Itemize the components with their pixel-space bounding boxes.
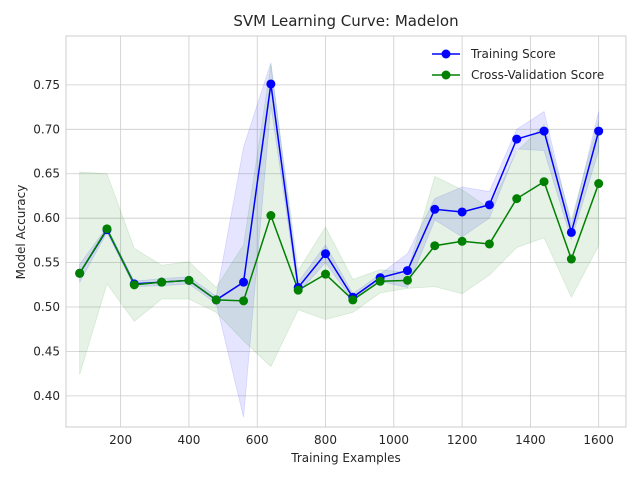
- y-tick-label: 0.50: [33, 300, 60, 314]
- cross-validation-score-line: [79, 180, 600, 302]
- series-lines: [79, 83, 600, 302]
- cross-validation-score-point: [157, 277, 167, 287]
- x-tick-label: 200: [109, 433, 132, 447]
- cross-validation-score-point: [457, 236, 467, 246]
- tick-labels: 200 400 600 800 1000 1200 1400 1600 0.40 0.45 0.50…: [33, 78, 614, 447]
- x-tick-label: 1400: [515, 433, 546, 447]
- training-confidence-band: [79, 62, 600, 418]
- cross-validation-score-point: [430, 241, 440, 251]
- cross-validation-score-point: [484, 239, 494, 249]
- training-score-point: [402, 266, 412, 276]
- training-score-point: [266, 79, 276, 89]
- cross-validation-score-point: [375, 276, 385, 286]
- legend-label-cross-validation: Cross-Validation Score: [471, 68, 604, 82]
- plot-area-border: [65, 35, 627, 428]
- y-tick-label: 0.40: [33, 389, 60, 403]
- x-axis-label: Training Examples: [290, 451, 400, 465]
- x-tick-label: 600: [246, 433, 269, 447]
- cross-validation-score-point: [102, 224, 112, 234]
- y-tick-label: 0.70: [33, 122, 60, 136]
- series-points: [75, 79, 604, 306]
- y-tick-label: 0.65: [33, 167, 60, 181]
- legend-label-training: Training Score: [470, 47, 556, 61]
- cross-validation-score-point: [184, 275, 194, 285]
- cross-validation-score-point: [402, 275, 412, 285]
- cross-validation-confidence-band: [79, 64, 600, 375]
- training-score-point: [566, 227, 576, 237]
- cross-validation-score-point: [539, 177, 549, 187]
- x-tick-label: 800: [314, 433, 337, 447]
- cross-validation-score-point: [211, 295, 221, 305]
- cross-validation-score-point: [321, 269, 331, 279]
- y-axis-label: Model Accuracy: [14, 185, 28, 280]
- x-tick-label: 400: [177, 433, 200, 447]
- legend-marker-training: [441, 49, 451, 59]
- legend-marker-cross-validation: [441, 70, 451, 80]
- training-score-point: [239, 277, 249, 287]
- x-tick-label: 1000: [379, 433, 410, 447]
- y-tick-label: 0.55: [33, 256, 60, 270]
- cross-validation-score-point: [239, 296, 249, 306]
- training-score-point: [484, 200, 494, 210]
- grid: [66, 36, 626, 427]
- cross-validation-score-point: [75, 268, 85, 278]
- cross-validation-score-point: [129, 280, 139, 290]
- training-score-point: [594, 126, 604, 136]
- confidence-bands: [79, 62, 600, 418]
- chart-title: SVM Learning Curve: Madelon: [233, 12, 458, 30]
- y-tick-label: 0.75: [33, 78, 60, 92]
- cross-validation-score-point: [512, 194, 522, 204]
- y-tick-label: 0.60: [33, 211, 60, 225]
- cross-validation-score-point: [566, 254, 576, 264]
- training-score-point: [539, 126, 549, 136]
- y-tick-label: 0.45: [33, 344, 60, 358]
- cross-validation-score-point: [594, 179, 604, 189]
- training-score-point: [512, 134, 522, 144]
- x-tick-label: 1200: [447, 433, 478, 447]
- training-score-point: [430, 204, 440, 214]
- cross-validation-score-point: [266, 211, 276, 221]
- cross-validation-score-point: [293, 285, 303, 295]
- x-tick-label: 1600: [583, 433, 614, 447]
- training-score-point: [321, 249, 331, 259]
- training-score-point: [457, 207, 467, 217]
- cross-validation-score-point: [348, 295, 358, 305]
- legend: Training Score Cross-Validation Score: [432, 47, 604, 82]
